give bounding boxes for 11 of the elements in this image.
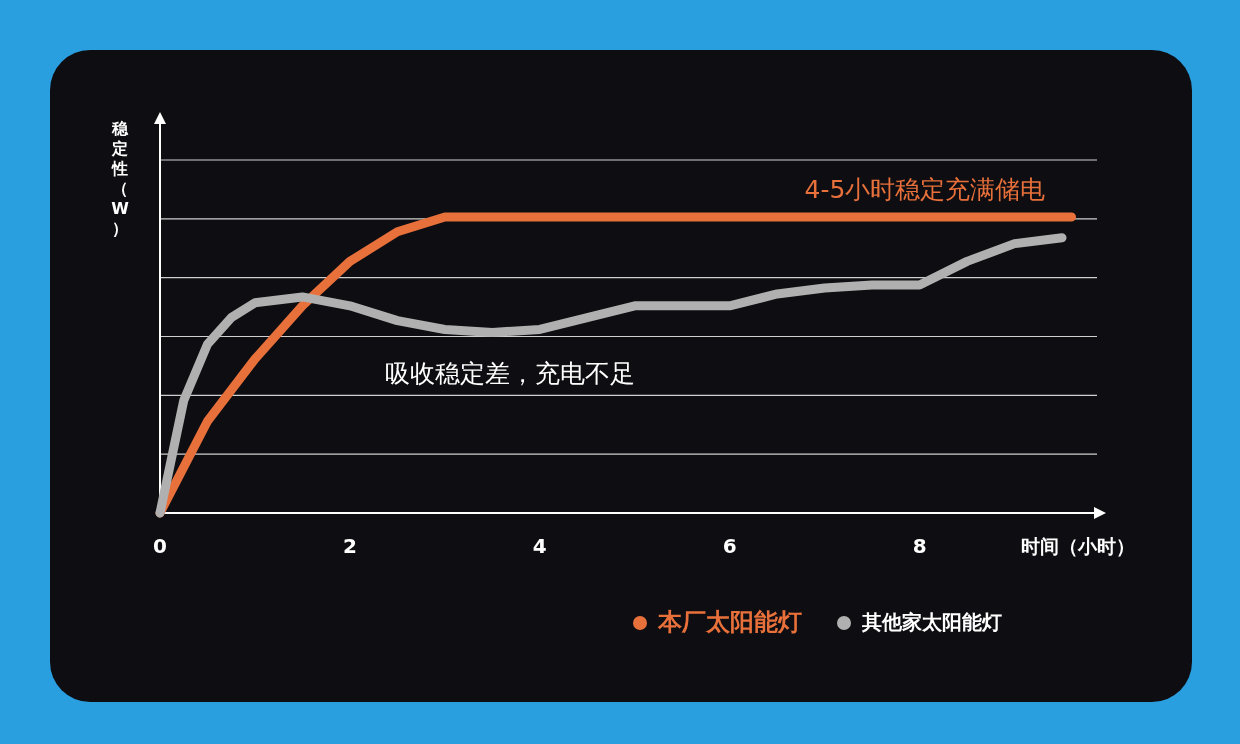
x-axis-title: 时间（小时） bbox=[1021, 535, 1135, 557]
x-tick-label: 4 bbox=[532, 534, 547, 558]
text: 4-5小时稳定充满储电 bbox=[804, 175, 1046, 204]
y-axis-title: 稳定性（W） bbox=[111, 119, 130, 238]
legend-label: 其他家太阳能灯 bbox=[861, 609, 1002, 634]
x-tick-label: 0 bbox=[153, 534, 167, 558]
x-tick-label: 2 bbox=[342, 534, 357, 558]
legend-label: 本厂太阳能灯 bbox=[657, 608, 802, 636]
x-tick-label: 6 bbox=[722, 534, 737, 558]
x-tick-label: 8 bbox=[912, 534, 927, 558]
annotation: 吸收稳定差，充电不足 bbox=[385, 359, 635, 388]
